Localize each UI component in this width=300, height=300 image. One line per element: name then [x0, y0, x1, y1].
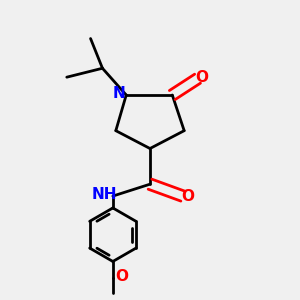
Text: O: O [196, 70, 208, 85]
Text: N: N [112, 86, 125, 101]
Text: O: O [115, 269, 128, 284]
Text: O: O [182, 189, 194, 204]
Text: NH: NH [91, 187, 117, 202]
